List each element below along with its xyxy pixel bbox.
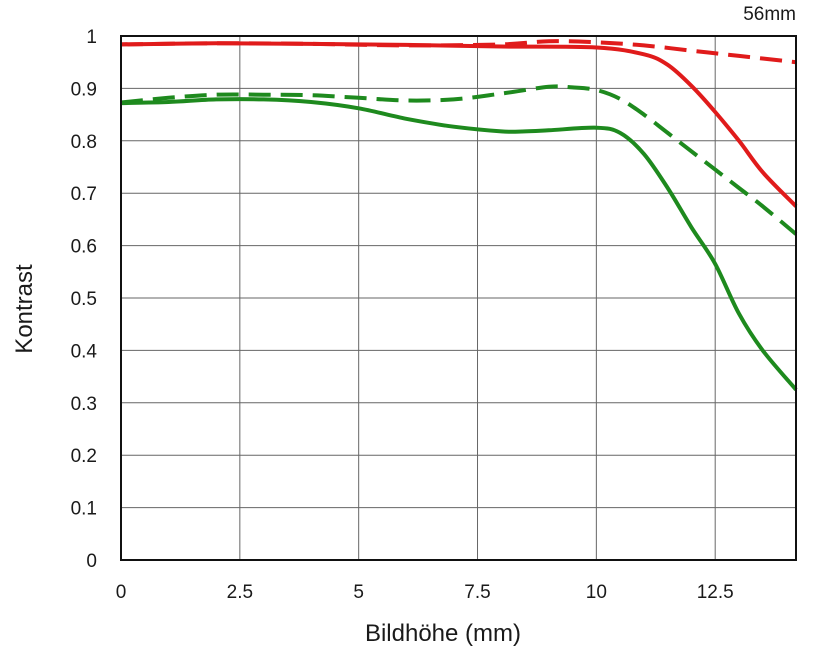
x-axis-title: Bildhöhe (mm) <box>365 620 521 647</box>
x-tick-label: 7.5 <box>464 582 490 603</box>
chart-title: 56mm <box>743 4 796 25</box>
y-axis-title: Kontrast <box>11 264 38 354</box>
x-tick-label: 2.5 <box>227 582 253 603</box>
y-tick-label: 0.4 <box>71 341 98 362</box>
y-tick-label: 0.5 <box>71 289 97 310</box>
y-tick-label: 1 <box>86 27 97 48</box>
grid <box>120 35 796 561</box>
y-tick-label: 0.8 <box>71 132 97 153</box>
green-dashed-series-line <box>120 84 798 236</box>
tick-labels: 0 2.5 5 7.5 10 12.5 0 0.1 0.2 0.3 0.4 0.5 0.6 0.7 0.8 0… <box>71 27 734 603</box>
x-tick-label: 12.5 <box>697 582 734 603</box>
red-dashed-series-line <box>120 39 797 65</box>
plot-frame <box>120 35 797 561</box>
y-tick-label: 0.7 <box>71 184 97 205</box>
x-tick-label: 0 <box>116 582 127 603</box>
y-tick-label: 0 <box>86 551 97 572</box>
red-solid-series-line <box>120 41 798 208</box>
y-tick-label: 0.1 <box>71 499 97 520</box>
x-tick-label: 5 <box>353 582 364 603</box>
y-tick-label: 0.6 <box>71 237 97 258</box>
y-tick-label: 0.2 <box>71 446 97 467</box>
y-tick-label: 0.3 <box>71 394 97 415</box>
series-lines <box>120 39 798 391</box>
y-tick-label: 0.9 <box>71 79 97 100</box>
x-tick-label: 10 <box>586 582 607 603</box>
green-solid-series-line <box>120 97 798 391</box>
